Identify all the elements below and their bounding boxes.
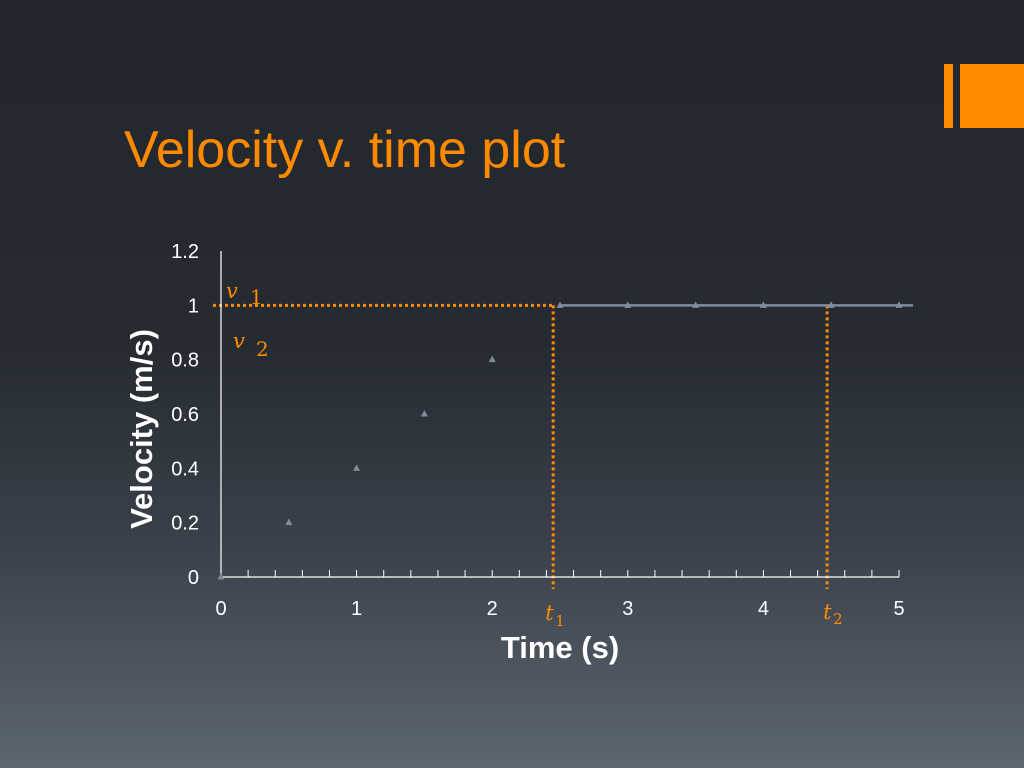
data-point [759, 301, 767, 308]
chart-axes [220, 251, 899, 578]
y-tick-labels: 0 0.2 0.4 0.6 0.8 1 1.2 [171, 241, 199, 589]
chart-annotations: v 1v 2t 1 t 2 [226, 279, 843, 630]
data-point [285, 518, 293, 526]
y-tick-label: 0.8 [171, 350, 199, 372]
x-tick-label: 0 [215, 598, 226, 620]
slide-title: Velocity v. time plot [124, 121, 566, 179]
reference-lines [213, 303, 829, 589]
t2-label-subscript: 2 [833, 610, 843, 628]
data-points [217, 301, 903, 580]
x-tick-label: 2 [487, 598, 498, 620]
data-point [692, 301, 700, 308]
data-point [827, 301, 835, 308]
t1-label-symbol: t [545, 601, 554, 625]
x-axis-title: Time (s) [501, 630, 619, 665]
x-tick-labels: 0 1 2 3 4 5 [215, 598, 904, 620]
x-tick-label: 5 [893, 598, 904, 620]
data-point [488, 355, 496, 363]
t1-label-subscript: 1 [555, 612, 565, 630]
data-point [556, 301, 564, 308]
y-tick-label: 1 [188, 295, 199, 317]
data-point [895, 301, 903, 308]
data-point [624, 301, 632, 308]
data-point [353, 464, 361, 471]
v1-label-symbol: v [226, 279, 238, 303]
v2-label-symbol: v [233, 329, 245, 353]
v2-label-subscript: 2 [256, 337, 269, 361]
y-tick-label: 0.6 [171, 404, 199, 426]
accent-bar-thin [944, 64, 953, 128]
data-point [217, 573, 225, 580]
y-tick-label: 0.2 [171, 513, 199, 535]
x-tick-label: 4 [758, 598, 769, 620]
data-point [420, 410, 428, 417]
accent-bar-wide [960, 64, 1024, 128]
y-axis-title: Velocity (m/s) [124, 329, 159, 529]
x-tick-label: 3 [622, 598, 633, 620]
x-tick-marks [220, 570, 900, 577]
t2-label-symbol: t [823, 600, 832, 624]
x-tick-label: 1 [351, 598, 362, 620]
y-tick-label: 0.4 [171, 458, 199, 480]
y-tick-label: 1.2 [171, 241, 199, 263]
v1-label-subscript: 1 [250, 285, 263, 309]
y-tick-label: 0 [188, 567, 199, 589]
